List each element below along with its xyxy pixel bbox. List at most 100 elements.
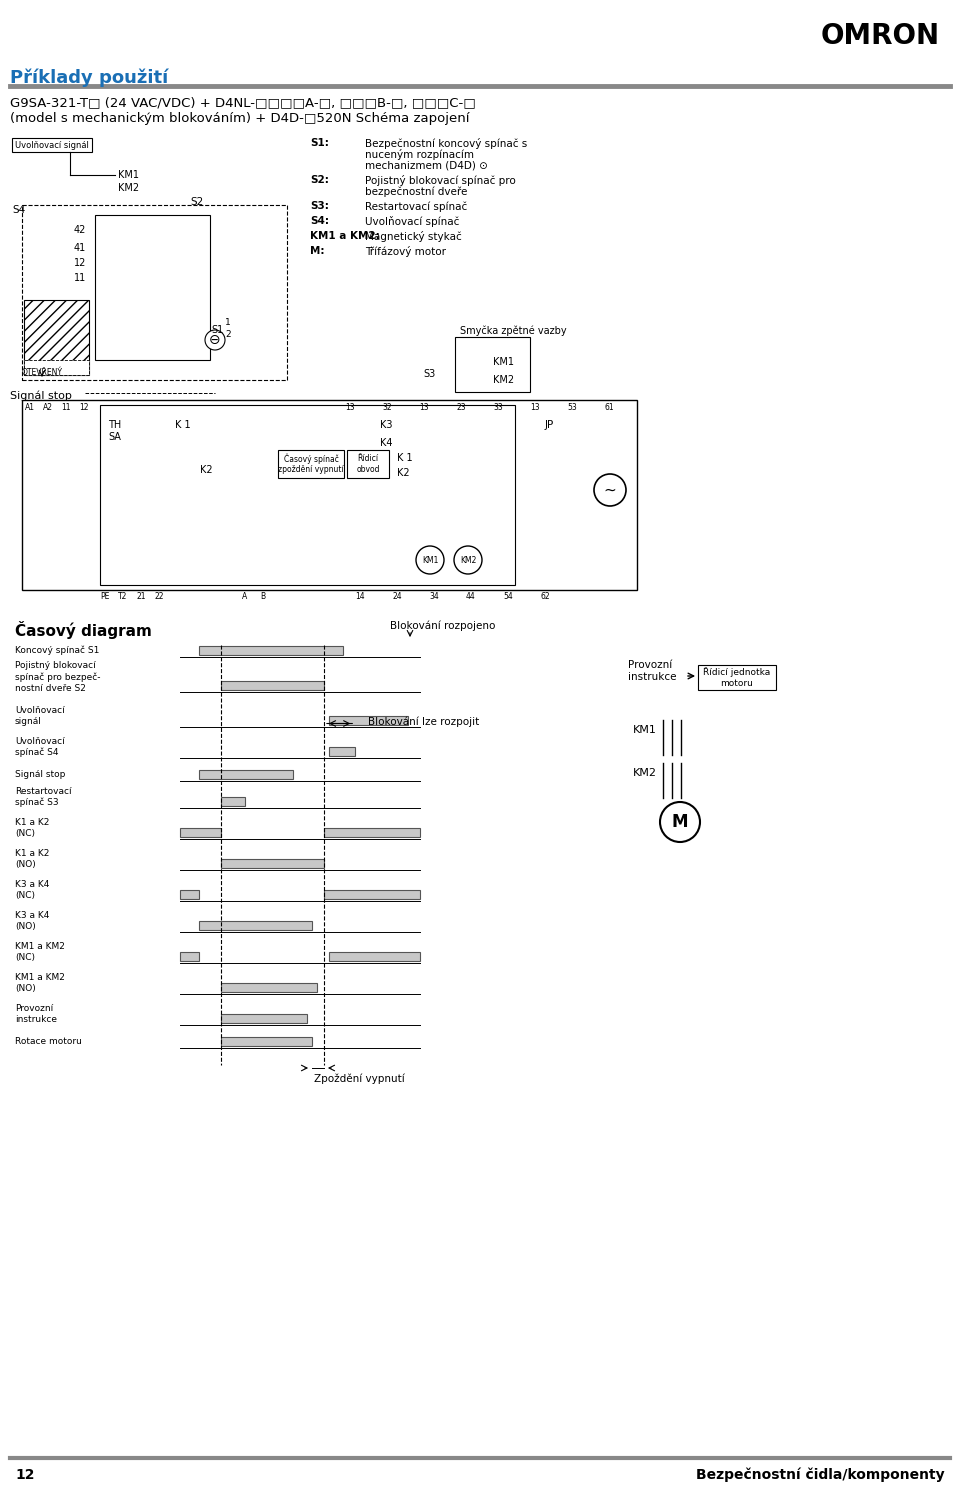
- Text: KM2: KM2: [633, 768, 657, 779]
- Text: S3: S3: [424, 370, 436, 379]
- Text: (model s mechanickým blokováním) + D4D-□520N Schéma zapojení: (model s mechanickým blokováním) + D4D-□…: [10, 113, 469, 125]
- Text: Magnetický stykač: Magnetický stykač: [365, 231, 462, 242]
- Text: nuceným rozpínacím: nuceným rozpínacím: [365, 149, 474, 159]
- Text: 42: 42: [74, 225, 86, 234]
- Text: 11: 11: [61, 403, 71, 412]
- Text: Bezpečnostní čidla/komponenty: Bezpečnostní čidla/komponenty: [696, 1468, 945, 1482]
- Circle shape: [205, 331, 225, 350]
- Text: K4: K4: [380, 437, 393, 448]
- Text: Časový spínač
zpoždění vypnutí: Časový spínač zpoždění vypnutí: [278, 454, 344, 475]
- Text: ⊖: ⊖: [209, 334, 221, 347]
- Text: KM1 a KM2:: KM1 a KM2:: [310, 231, 380, 240]
- Text: OMRON: OMRON: [821, 23, 940, 50]
- Text: 32: 32: [382, 403, 392, 412]
- Text: SA: SA: [108, 431, 121, 442]
- Text: G9SA-321-T□ (24 VAC/VDC) + D4NL-□□□□A-□, □□□B-□, □□□C-□: G9SA-321-T□ (24 VAC/VDC) + D4NL-□□□□A-□,…: [10, 96, 476, 110]
- Text: 13: 13: [420, 403, 429, 412]
- Bar: [698, 664, 776, 690]
- Circle shape: [454, 546, 482, 574]
- Text: 12: 12: [15, 1468, 35, 1482]
- Text: Uvolňovací signál: Uvolňovací signál: [15, 140, 89, 149]
- Text: KM2: KM2: [460, 556, 476, 565]
- Text: B: B: [260, 592, 266, 601]
- Text: 53: 53: [567, 403, 577, 412]
- Circle shape: [594, 473, 626, 507]
- Text: Provozní
instrukce: Provozní instrukce: [628, 660, 677, 682]
- Text: Řídicí
obvod: Řídicí obvod: [356, 454, 380, 473]
- Circle shape: [416, 546, 444, 574]
- Text: K 1: K 1: [397, 452, 413, 463]
- Text: 13: 13: [530, 403, 540, 412]
- Bar: [221, 983, 317, 992]
- Text: S2:: S2:: [310, 174, 329, 185]
- Text: KM1: KM1: [421, 556, 438, 565]
- Text: PE: PE: [100, 592, 109, 601]
- Text: Signál stop: Signál stop: [15, 770, 65, 779]
- Text: KM1: KM1: [633, 724, 657, 735]
- Bar: [200, 645, 344, 654]
- Text: 41: 41: [74, 243, 86, 253]
- Bar: [278, 449, 344, 478]
- Text: KM2: KM2: [118, 183, 139, 192]
- Text: Bezpečnostní koncový spínač s: Bezpečnostní koncový spínač s: [365, 138, 527, 149]
- Text: K2: K2: [397, 467, 410, 478]
- Text: Příklady použití: Příklady použití: [10, 68, 168, 87]
- Text: A2: A2: [43, 403, 53, 412]
- Bar: [22, 204, 287, 380]
- Text: S2: S2: [190, 197, 204, 207]
- Text: 24: 24: [393, 592, 402, 601]
- Text: 44: 44: [467, 592, 476, 601]
- Text: ~: ~: [604, 482, 616, 497]
- Text: 13: 13: [346, 403, 355, 412]
- Text: Zpoždění vypnutí: Zpoždění vypnutí: [314, 1073, 405, 1084]
- Text: 62: 62: [540, 592, 550, 601]
- Text: A: A: [242, 592, 248, 601]
- Bar: [221, 1013, 307, 1022]
- Bar: [221, 1037, 312, 1046]
- Text: Blokování rozpojeno: Blokování rozpojeno: [390, 621, 495, 630]
- Text: Signál stop: Signál stop: [10, 389, 72, 400]
- Bar: [347, 449, 389, 478]
- Text: Uvolňovací spínač: Uvolňovací spínač: [365, 216, 460, 227]
- Text: JP: JP: [545, 419, 554, 430]
- Bar: [328, 747, 355, 756]
- Bar: [24, 361, 89, 376]
- Text: 21: 21: [136, 592, 146, 601]
- Text: Řídicí jednotka
motoru: Řídicí jednotka motoru: [704, 667, 771, 688]
- Text: S4: S4: [12, 204, 25, 215]
- Text: KM1: KM1: [118, 170, 139, 180]
- Text: 34: 34: [429, 592, 439, 601]
- Text: Uvolňovací
spínač S4: Uvolňovací spínač S4: [15, 736, 64, 758]
- Text: Restartovací spínač: Restartovací spínač: [365, 201, 468, 212]
- Text: Blokování lze rozpojit: Blokování lze rozpojit: [369, 717, 479, 727]
- Bar: [12, 138, 92, 152]
- Text: S1:: S1:: [310, 138, 329, 147]
- Bar: [200, 770, 293, 779]
- Text: S1: S1: [211, 325, 224, 335]
- Text: K2: K2: [200, 464, 212, 475]
- Bar: [180, 951, 200, 960]
- Text: Restartovací
spínač S3: Restartovací spínač S3: [15, 786, 72, 807]
- Text: 11: 11: [74, 274, 86, 283]
- Text: Koncový spínač S1: Koncový spínač S1: [15, 645, 100, 655]
- Text: 61: 61: [604, 403, 613, 412]
- Text: 33: 33: [493, 403, 503, 412]
- Text: Třífázový motor: Třífázový motor: [365, 246, 446, 257]
- Text: 54: 54: [503, 592, 513, 601]
- Text: bezpečnostní dveře: bezpečnostní dveře: [365, 186, 468, 197]
- Bar: [22, 400, 637, 591]
- Text: Pojistný blokovací
spínač pro bezpeč-
nostní dveře S2: Pojistný blokovací spínač pro bezpeč- no…: [15, 661, 101, 693]
- Text: 12: 12: [80, 403, 88, 412]
- Text: 2: 2: [225, 331, 230, 340]
- Text: Uvolňovací
signál: Uvolňovací signál: [15, 706, 64, 726]
- Text: mechanizmem (D4D) ⊙: mechanizmem (D4D) ⊙: [365, 159, 488, 170]
- Text: S4:: S4:: [310, 216, 329, 225]
- Bar: [221, 858, 324, 867]
- Text: OTEVŘENÝ: OTEVŘENÝ: [21, 368, 62, 377]
- Text: M: M: [672, 813, 688, 831]
- Bar: [324, 890, 420, 899]
- Circle shape: [660, 803, 700, 842]
- Bar: [200, 920, 312, 929]
- Bar: [455, 337, 530, 392]
- Bar: [221, 681, 324, 690]
